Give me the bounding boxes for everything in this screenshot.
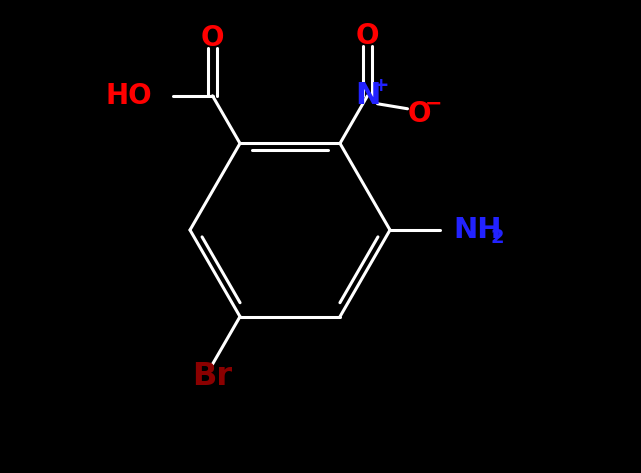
Text: NH: NH <box>453 216 501 244</box>
Text: N: N <box>355 81 380 110</box>
Text: Br: Br <box>192 361 233 392</box>
Text: O: O <box>201 24 224 52</box>
Text: −: − <box>425 94 442 114</box>
Text: HO: HO <box>106 82 153 110</box>
Text: +: + <box>373 76 390 95</box>
Text: O: O <box>356 22 379 50</box>
Text: O: O <box>408 100 431 128</box>
Text: 2: 2 <box>491 228 504 246</box>
